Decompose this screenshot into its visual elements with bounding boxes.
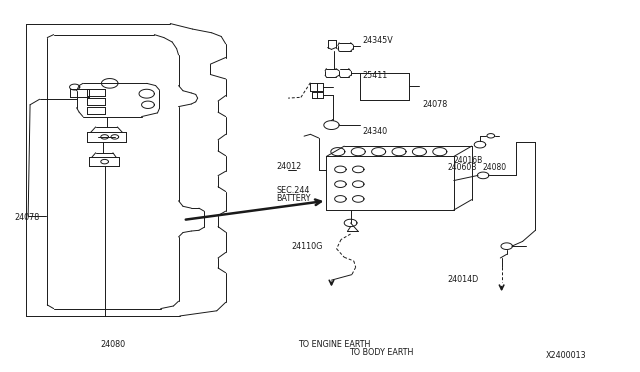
Text: 24080: 24080 bbox=[483, 163, 507, 172]
Text: 24080: 24080 bbox=[100, 340, 125, 349]
Text: TO ENGINE EARTH: TO ENGINE EARTH bbox=[298, 340, 370, 349]
Text: X2400013: X2400013 bbox=[546, 351, 587, 360]
Text: SEC.244: SEC.244 bbox=[276, 186, 310, 195]
Text: BATTERY: BATTERY bbox=[276, 194, 311, 203]
Text: 24340: 24340 bbox=[363, 127, 388, 136]
Text: TO BODY EARTH: TO BODY EARTH bbox=[349, 349, 413, 357]
Text: 24060B: 24060B bbox=[447, 163, 477, 172]
Text: 24014D: 24014D bbox=[447, 275, 479, 283]
Text: 24078: 24078 bbox=[422, 100, 447, 109]
Text: 24345V: 24345V bbox=[363, 36, 394, 45]
Text: 24110G: 24110G bbox=[291, 243, 323, 251]
Text: 25411: 25411 bbox=[363, 71, 388, 80]
Text: 24012: 24012 bbox=[276, 162, 302, 171]
Text: 24078: 24078 bbox=[14, 213, 40, 222]
Text: 24016B: 24016B bbox=[454, 156, 483, 166]
